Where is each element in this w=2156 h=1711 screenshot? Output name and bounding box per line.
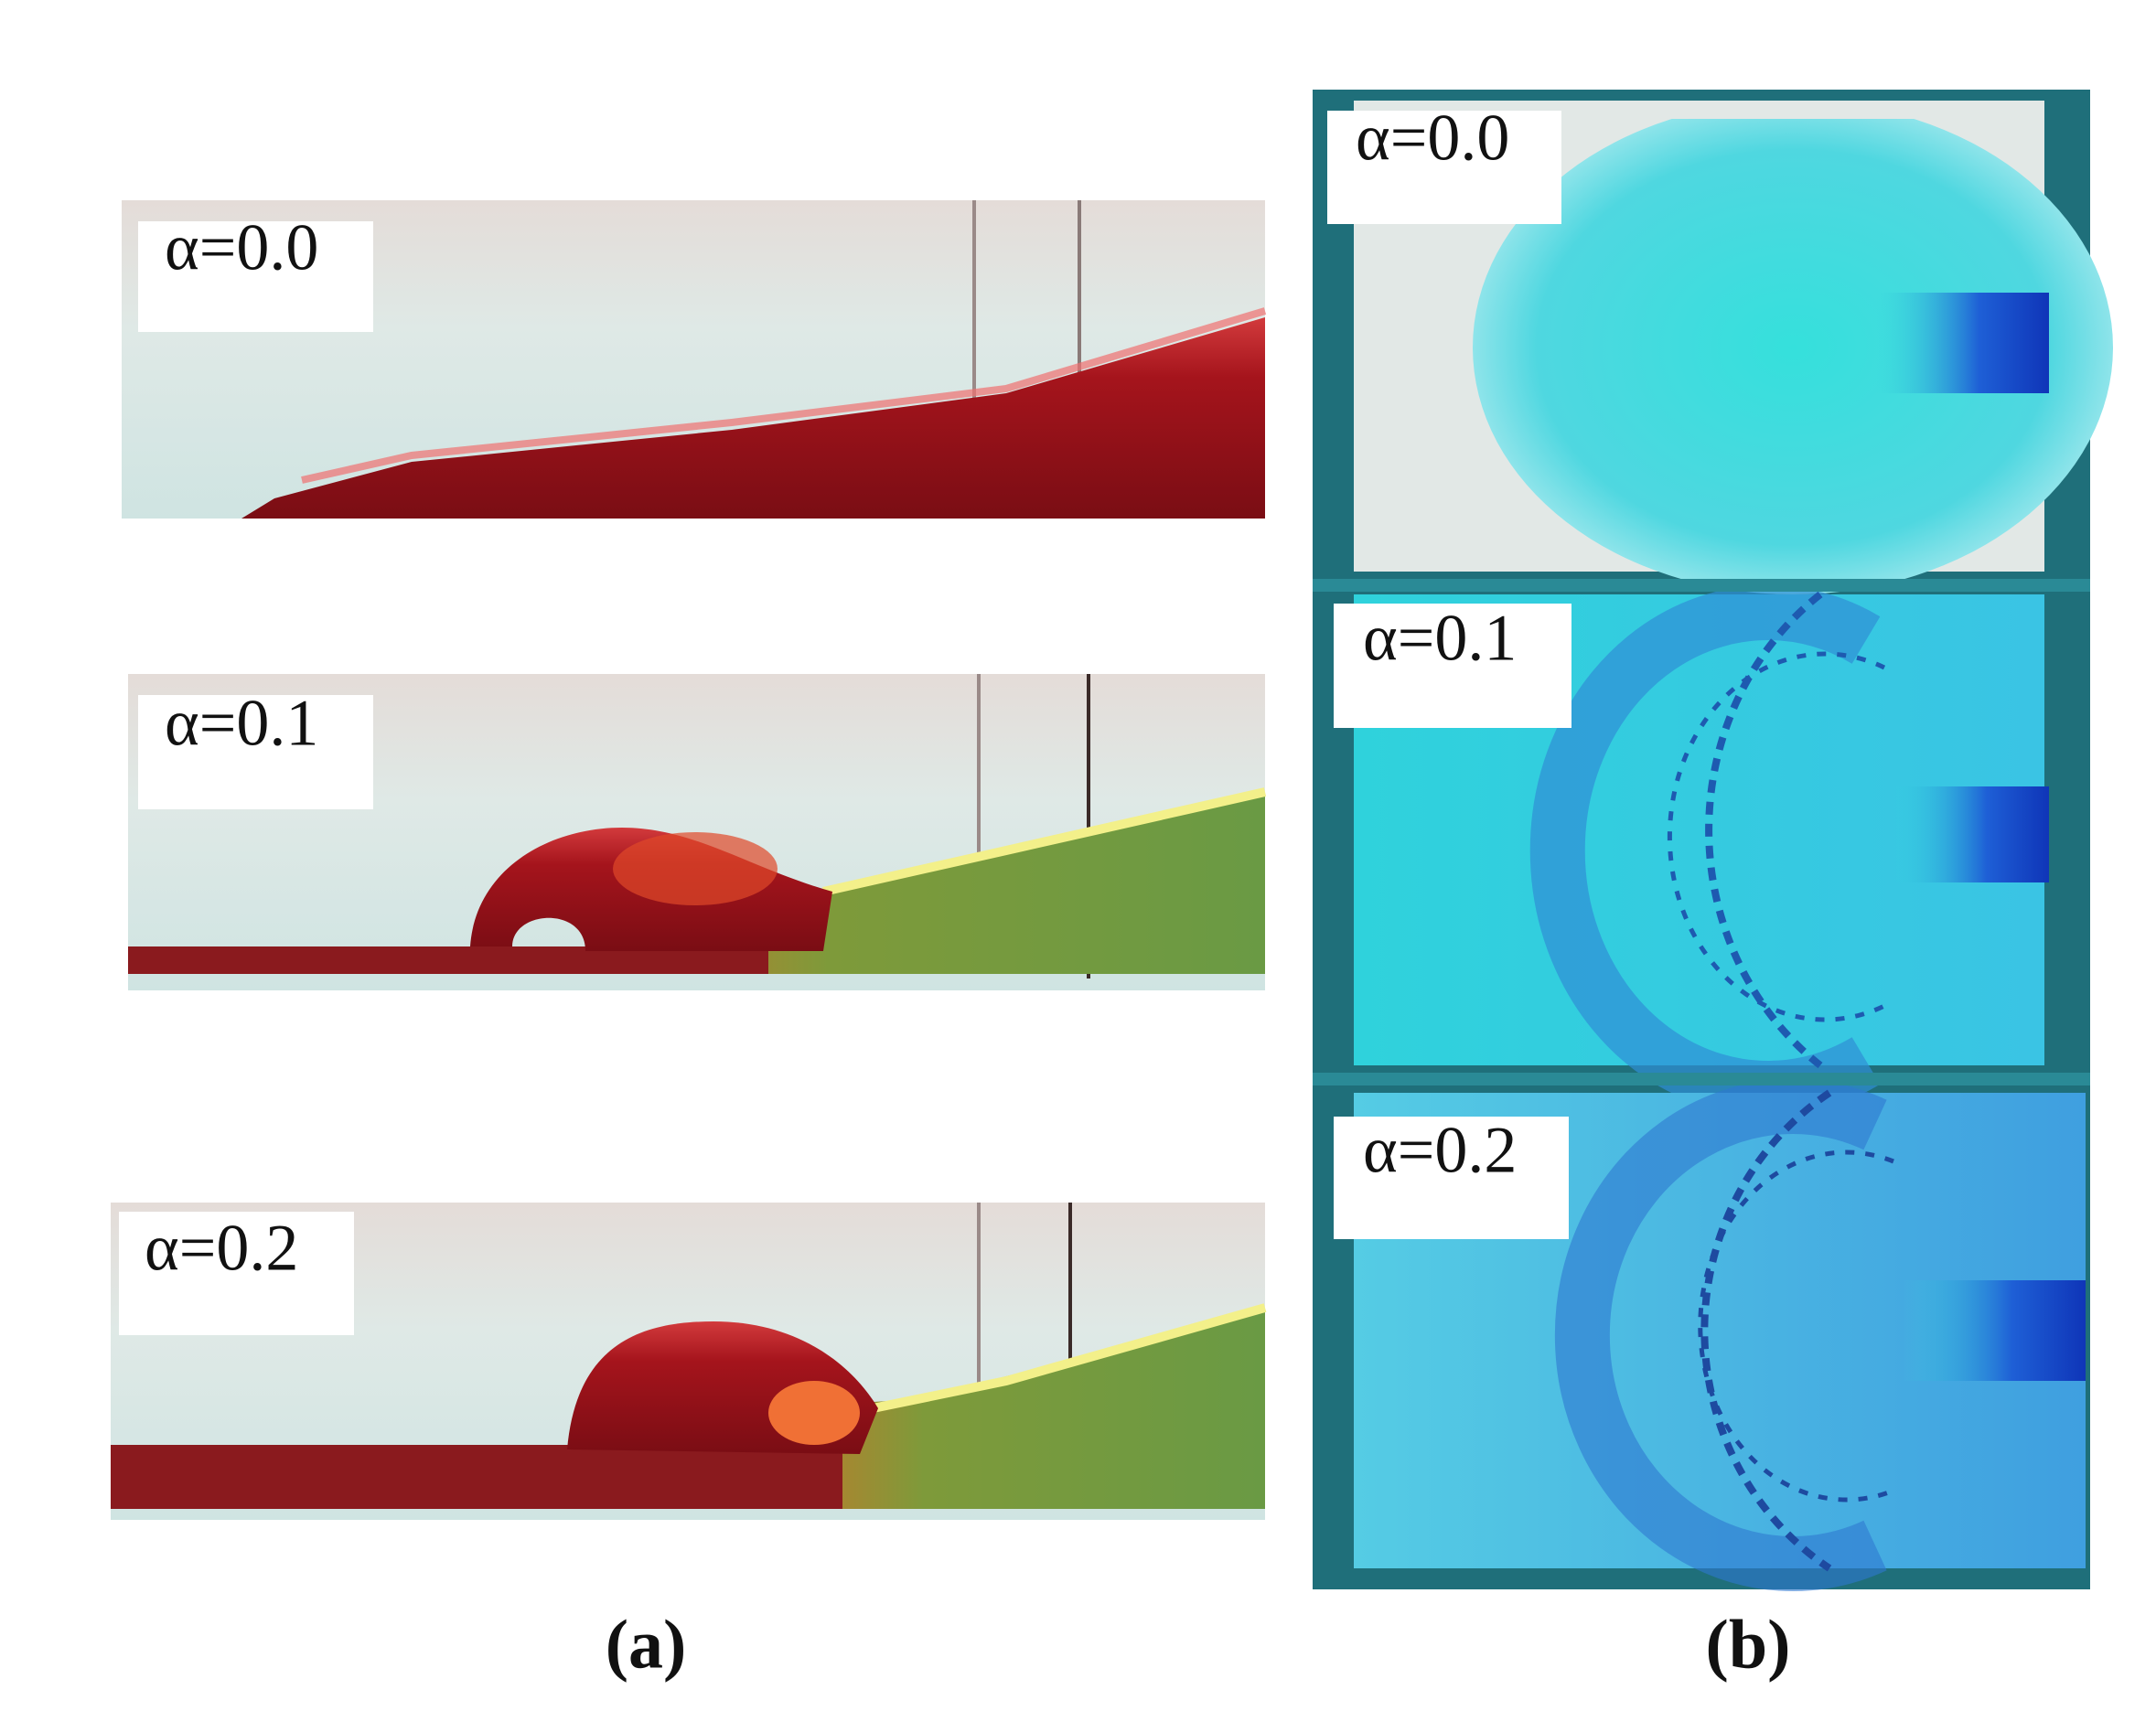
label-box xyxy=(138,221,373,332)
panel-label: α=0.2 xyxy=(145,1212,298,1285)
photo-a2 xyxy=(128,674,1267,990)
label-box xyxy=(119,1212,354,1335)
label-box xyxy=(1327,111,1561,224)
caption: (b) xyxy=(1706,1606,1791,1683)
panel-label: α=0.0 xyxy=(165,211,318,284)
panel-label: α=0.1 xyxy=(1363,602,1517,675)
panel-label: α=0.2 xyxy=(1363,1114,1517,1187)
label-box xyxy=(1334,604,1571,728)
panel-label: α=0.0 xyxy=(1356,102,1509,175)
label-box xyxy=(1334,1117,1569,1239)
caption: (a) xyxy=(606,1606,687,1683)
label-box xyxy=(138,695,373,809)
photo-b xyxy=(1313,90,2113,1591)
panel-label: α=0.1 xyxy=(165,687,318,760)
